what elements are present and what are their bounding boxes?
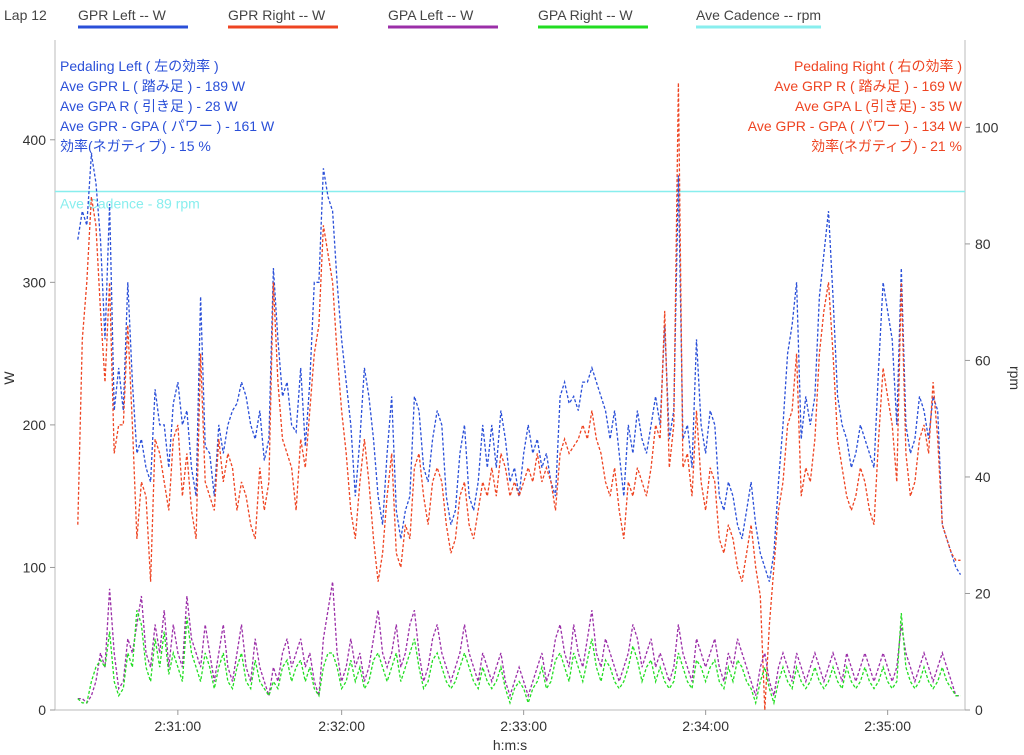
lap-label: Lap 12 — [4, 7, 47, 23]
annotation-left-line: 効率(ネガティブ) - 15 % — [60, 138, 211, 154]
x-tick-label: 2:33:00 — [500, 718, 547, 734]
annotation-right-line: Ave GPA L (引き足) - 35 W — [795, 98, 963, 114]
right-y-ticks: 0 20 40 60 80 100 — [965, 119, 999, 718]
legend: GPR Left -- W GPR Right -- W GPA Left -- W… — [78, 7, 822, 29]
annotation-left-line: Ave GPR L ( 踏み足 ) - 189 W — [60, 78, 246, 94]
y-axis-title-right: rpm — [1007, 366, 1023, 390]
annotations-left: Pedaling Left ( 左の効率 ) Ave GPR L ( 踏み足 ) … — [60, 58, 275, 154]
legend-label: GPR Left -- W — [78, 7, 167, 23]
y-tick-label-left: 200 — [23, 417, 47, 433]
y-axis-title-left: W — [1, 371, 17, 385]
legend-label: Ave Cadence -- rpm — [696, 7, 821, 23]
y-tick-label-right: 80 — [975, 236, 991, 252]
y-tick-label-right: 0 — [975, 702, 983, 718]
annotation-left-line: Pedaling Left ( 左の効率 ) — [60, 58, 219, 74]
y-tick-label-left: 400 — [23, 132, 47, 148]
annotation-left-line: Ave GPA R ( 引き足 ) - 28 W — [60, 98, 238, 114]
y-tick-label-right: 100 — [975, 119, 999, 135]
x-tick-label: 2:35:00 — [864, 718, 911, 734]
legend-label: GPR Right -- W — [228, 7, 326, 23]
legend-label: GPA Right -- W — [538, 7, 633, 23]
y-tick-label-right: 40 — [975, 469, 991, 485]
axes — [54, 40, 966, 711]
x-tick-label: 2:32:00 — [318, 718, 365, 734]
annotation-left-line: Ave GPR - GPA ( パワー ) - 161 W — [60, 118, 275, 134]
x-axis-title: h:m:s — [493, 737, 527, 753]
annotation-right-line: Ave GPR - GPA ( パワー ) - 134 W — [748, 118, 963, 134]
annotations-right: Pedaling Right ( 右の効率 ) Ave GRP R ( 踏み足 )… — [748, 58, 963, 154]
annotation-right-line: Ave GRP R ( 踏み足 ) - 169 W — [774, 78, 963, 94]
y-tick-label-left: 100 — [23, 559, 47, 575]
series-line-gpa_right — [77, 610, 961, 706]
series-line-gpa_left — [77, 581, 961, 704]
y-tick-label-left: 300 — [23, 274, 47, 290]
legend-label: GPA Left -- W — [388, 7, 474, 23]
annotation-right-line: Pedaling Right ( 右の効率 ) — [794, 58, 962, 74]
series-line-gpr_right — [77, 82, 961, 711]
series-group — [77, 82, 962, 711]
y-tick-label-right: 60 — [975, 352, 991, 368]
x-ticks: 2:31:00 2:32:00 2:33:00 2:34:00 2:35:00 — [154, 710, 911, 734]
series-line-gpr_left — [77, 153, 962, 582]
annotation-right-line: 効率(ネガティブ) - 21 % — [811, 138, 962, 154]
cadence-label: Ave Cadence - 89 rpm — [60, 195, 200, 211]
x-tick-label: 2:34:00 — [682, 718, 729, 734]
y-tick-label-left: 0 — [38, 702, 46, 718]
x-tick-label: 2:31:00 — [154, 718, 201, 734]
y-tick-label-right: 20 — [975, 585, 991, 601]
left-y-ticks: 0 100 200 300 400 — [23, 132, 55, 718]
